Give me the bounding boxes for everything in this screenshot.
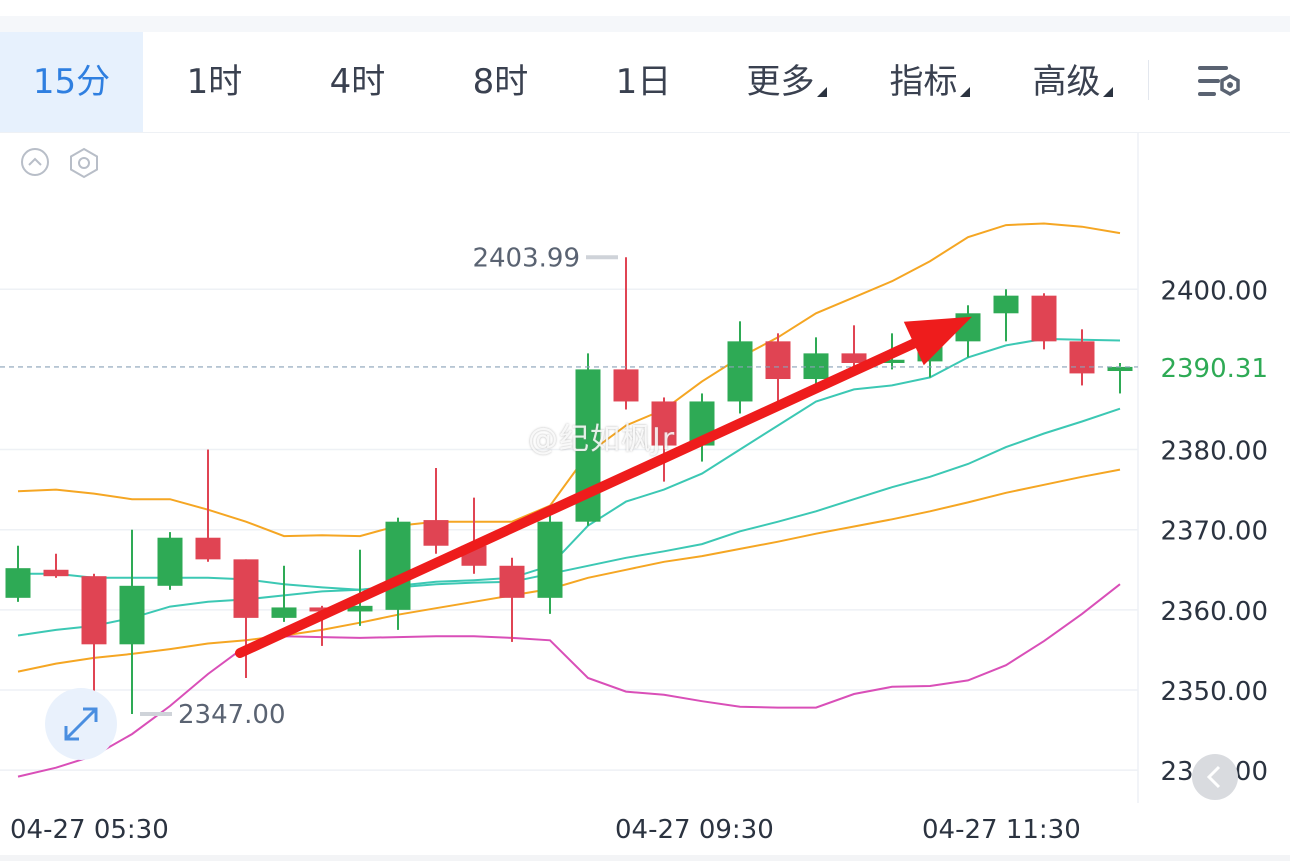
indicator-line-ma_slow (17, 407, 1121, 637)
candle-body (157, 537, 183, 586)
watermark: @纪如枫Jr (528, 422, 676, 457)
candle-body (499, 565, 525, 598)
y-tick-label: 2380.00 (1160, 437, 1268, 467)
candle-body (43, 569, 69, 577)
indicator-line-boll_upper (17, 222, 1121, 538)
tab-label: 1时 (186, 62, 243, 102)
tab-label: 1日 (615, 62, 672, 102)
tab-label: 8时 (472, 62, 529, 102)
tab-15min[interactable]: 15分 (0, 32, 143, 132)
expand-arrows-icon (64, 707, 98, 741)
candle-body (613, 369, 639, 402)
x-tick-label: 04-27 09:30 (615, 815, 774, 845)
candle-body (651, 401, 677, 446)
candlestick-chart[interactable]: 2400.002380.002370.002360.002350.002340.… (0, 133, 1290, 803)
candle-body (1031, 295, 1057, 342)
top-strip (0, 0, 1290, 16)
indicator-settings-button[interactable] (68, 147, 98, 179)
candle-body (233, 559, 259, 618)
candle-body (879, 359, 905, 363)
candle-body (271, 607, 297, 618)
min-price-label: 2347.00 (178, 700, 286, 730)
candle-body (347, 605, 373, 612)
candle-body (423, 520, 449, 546)
current-price-label: 2390.31 (1160, 354, 1268, 384)
current-price-bg (1139, 346, 1289, 387)
caret-down-icon (816, 87, 827, 97)
y-tick-label: 2360.00 (1160, 597, 1268, 627)
trend-arrow-shaft (235, 330, 938, 658)
tab-label: 指标 (889, 62, 958, 102)
candle-body (803, 353, 829, 380)
x-tick-label: 04-27 05:30 (10, 815, 169, 845)
tab-1hour[interactable]: 1时 (143, 32, 286, 132)
candle-body (119, 585, 145, 645)
bottom-divider (0, 855, 1290, 861)
tab-label: 4时 (329, 62, 386, 102)
back-button[interactable] (1192, 754, 1238, 800)
top-strip-gray (0, 16, 1290, 32)
y-tick-label: 2370.00 (1160, 517, 1268, 547)
y-tick-label: 2400.00 (1160, 276, 1268, 306)
tab-label: 高级 (1032, 62, 1101, 102)
caret-down-icon (1102, 87, 1113, 97)
tab-advanced-dropdown[interactable]: 高级 (1001, 32, 1144, 132)
indicator-line-boll_lower (17, 583, 1121, 778)
tab-8hour[interactable]: 8时 (429, 32, 572, 132)
max-price-label: 2403.99 (472, 243, 580, 273)
candle-body (5, 568, 31, 598)
expand-chart-button[interactable] (45, 688, 117, 760)
indicator-line-boll_mid (18, 337, 1121, 591)
back-icon (1206, 765, 1221, 789)
candle-body (993, 295, 1019, 314)
tab-more-dropdown[interactable]: 更多 (715, 32, 858, 132)
candle-body (195, 537, 221, 560)
hexagon-settings-icon (70, 147, 98, 179)
tab-indicators-dropdown[interactable]: 指标 (858, 32, 1001, 132)
candle-body (309, 607, 335, 612)
tab-label: 更多 (746, 62, 815, 102)
candle-body (81, 576, 107, 645)
candle-body (537, 521, 563, 598)
candle-body (841, 353, 867, 363)
candle-body (1107, 366, 1133, 372)
chart-settings-button[interactable] (1190, 32, 1250, 132)
tab-label: 15分 (32, 62, 111, 102)
indicator-line-ma_long (17, 468, 1121, 673)
trend-arrow-head (903, 316, 972, 366)
candle-body (765, 341, 791, 380)
chevron-up-icon (21, 148, 49, 176)
timeframe-tabbar: 15分 1时 4时 8时 1日 更多 指标 高级 (0, 32, 1290, 133)
y-tick-label: 2350.00 (1160, 677, 1268, 707)
tabbar-divider (1148, 60, 1149, 100)
caret-down-icon (959, 87, 970, 97)
candle-body (1069, 341, 1095, 374)
collapse-indicator-button[interactable] (20, 147, 50, 177)
tab-1day[interactable]: 1日 (572, 32, 715, 132)
tab-4hour[interactable]: 4时 (286, 32, 429, 132)
candle-body (385, 521, 411, 610)
candle-body (727, 341, 753, 402)
x-tick-label: 04-27 11:30 (922, 815, 1081, 845)
chart-settings-icon (1198, 66, 1240, 97)
